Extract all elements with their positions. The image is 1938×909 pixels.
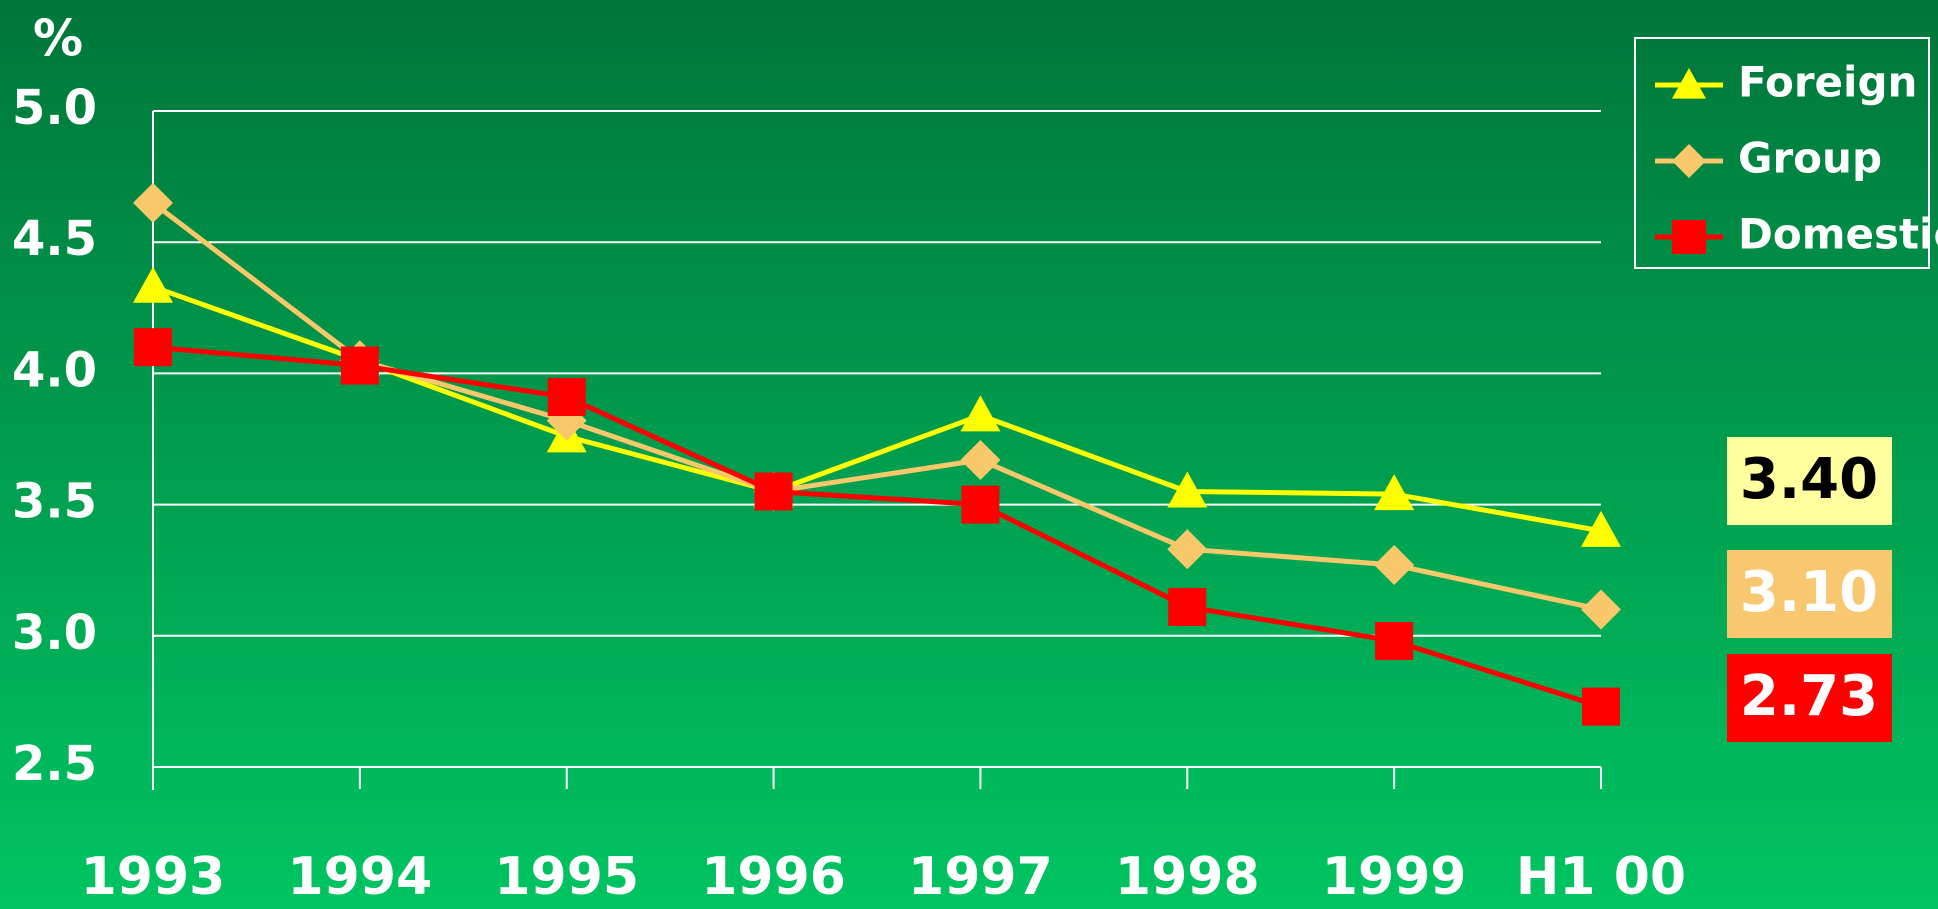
data-point bbox=[340, 346, 379, 385]
value-label-box bbox=[1727, 654, 1892, 742]
data-point bbox=[1374, 474, 1415, 511]
y-tick-label: 2.5 bbox=[12, 736, 97, 792]
x-tick-label: 1993 bbox=[81, 847, 226, 907]
data-point bbox=[1374, 544, 1415, 585]
x-tick-label: 1999 bbox=[1322, 847, 1467, 907]
legend-marker bbox=[1672, 144, 1706, 178]
x-tick-label: 1998 bbox=[1115, 847, 1260, 907]
data-point bbox=[960, 439, 1001, 480]
data-point bbox=[1581, 589, 1621, 630]
y-tick-label: 5.0 bbox=[12, 80, 97, 136]
x-tick-label: 1996 bbox=[701, 847, 846, 907]
value-label-box bbox=[1727, 437, 1892, 525]
value-label: 3.40 bbox=[1740, 447, 1878, 512]
data-point bbox=[547, 378, 586, 417]
y-tick-label: 3.5 bbox=[12, 474, 97, 530]
data-point bbox=[1375, 622, 1414, 661]
data-point bbox=[1581, 510, 1621, 547]
x-tick-label: 1997 bbox=[908, 847, 1053, 907]
legend-marker bbox=[1672, 68, 1706, 99]
value-label: 2.73 bbox=[1740, 664, 1878, 729]
data-point bbox=[133, 266, 173, 303]
data-point bbox=[1168, 587, 1207, 626]
data-point bbox=[1167, 471, 1208, 508]
data-point bbox=[134, 328, 172, 367]
data-point bbox=[754, 472, 793, 511]
legend-box bbox=[1634, 37, 1930, 269]
y-tick-label: 4.0 bbox=[12, 342, 97, 398]
y-axis-label: % bbox=[33, 10, 83, 68]
data-point bbox=[961, 485, 1000, 524]
data-point bbox=[1167, 529, 1208, 570]
data-point bbox=[1582, 687, 1620, 726]
legend-marker bbox=[1672, 220, 1706, 254]
value-label: 3.10 bbox=[1740, 560, 1878, 625]
legend-label: Domestic bbox=[1738, 210, 1938, 259]
data-point bbox=[960, 395, 1001, 432]
x-tick-label: H1 00 bbox=[1516, 847, 1686, 907]
data-point bbox=[133, 182, 173, 223]
value-label-box bbox=[1727, 550, 1892, 638]
y-tick-label: 4.5 bbox=[12, 211, 97, 267]
legend-label: Foreign bbox=[1738, 58, 1917, 107]
series-line bbox=[152, 344, 1602, 710]
y-tick-label: 3.0 bbox=[12, 605, 97, 661]
x-tick-label: 1994 bbox=[287, 847, 432, 907]
x-tick-label: 1995 bbox=[494, 847, 639, 907]
legend-label: Group bbox=[1738, 134, 1882, 183]
